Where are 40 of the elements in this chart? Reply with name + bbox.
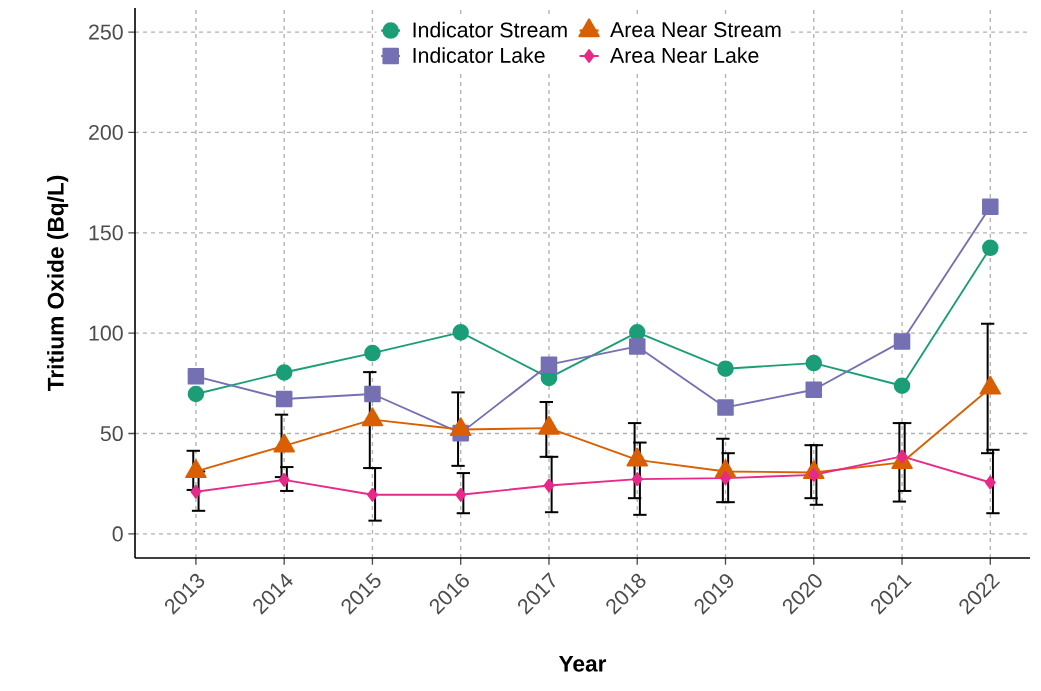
point <box>805 354 823 372</box>
point <box>275 364 293 381</box>
point <box>364 344 381 362</box>
point <box>628 338 646 355</box>
point <box>190 484 202 499</box>
legend-label: Indicator Stream <box>413 21 567 38</box>
y-axis-title: Tritium Oxide (Bq/L) <box>47 175 69 392</box>
point <box>275 390 293 408</box>
point <box>364 385 381 403</box>
legend-label: Indicator Lake <box>413 47 545 63</box>
point <box>720 471 731 486</box>
point <box>187 385 205 403</box>
point <box>452 324 469 341</box>
y-tick-label: 0 <box>112 526 123 542</box>
point <box>982 198 999 215</box>
legend-label: Area Near Stream <box>610 22 781 38</box>
point <box>631 472 643 487</box>
point <box>717 399 734 416</box>
y-tick-label: 150 <box>89 225 123 241</box>
point <box>982 239 999 257</box>
point <box>984 475 996 490</box>
point <box>367 487 378 502</box>
y-tick-label: 250 <box>89 24 123 40</box>
point <box>893 377 911 395</box>
legend-label: Area Near Lake <box>610 47 759 63</box>
point <box>896 449 908 464</box>
point <box>543 478 555 493</box>
point <box>278 472 290 487</box>
y-tick-label: 50 <box>100 425 123 442</box>
point <box>717 360 734 377</box>
point <box>455 487 467 502</box>
point <box>628 324 646 341</box>
x-axis-title: Year <box>558 655 607 672</box>
point <box>540 356 558 373</box>
y-tick-label: 100 <box>89 325 123 341</box>
point <box>805 381 823 399</box>
point <box>808 467 820 482</box>
y-tick-label: 200 <box>89 124 123 140</box>
point <box>187 368 205 385</box>
point <box>893 333 911 350</box>
